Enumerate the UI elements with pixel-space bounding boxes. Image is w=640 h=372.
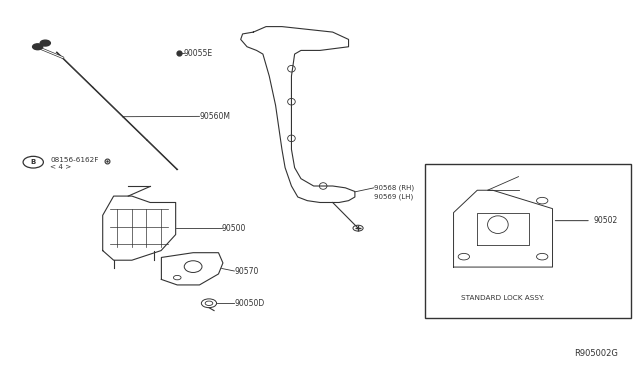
Text: 90569 (LH): 90569 (LH) — [374, 193, 413, 199]
Polygon shape — [241, 26, 355, 202]
Circle shape — [40, 40, 51, 46]
Text: 90502: 90502 — [556, 216, 618, 225]
Text: 90055E: 90055E — [184, 49, 212, 58]
Text: 90568 (RH): 90568 (RH) — [374, 185, 414, 191]
Circle shape — [33, 44, 43, 50]
Text: R905002G: R905002G — [574, 349, 618, 358]
Text: 90570: 90570 — [234, 266, 259, 276]
Polygon shape — [454, 190, 552, 267]
Bar — [425, 164, 631, 318]
Text: 90560M: 90560M — [200, 112, 230, 121]
Text: 08156-6162F: 08156-6162F — [51, 157, 99, 163]
Polygon shape — [102, 196, 175, 260]
Text: STANDARD LOCK ASSY.: STANDARD LOCK ASSY. — [461, 295, 545, 301]
Text: B: B — [31, 159, 36, 165]
Text: 90050D: 90050D — [234, 299, 264, 308]
Polygon shape — [56, 52, 177, 170]
Text: < 4 >: < 4 > — [51, 164, 72, 170]
Polygon shape — [161, 253, 223, 285]
Text: 90500: 90500 — [221, 224, 246, 232]
